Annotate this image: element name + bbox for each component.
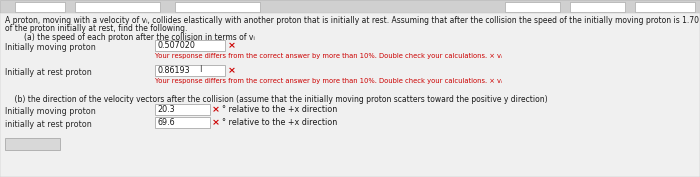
FancyBboxPatch shape <box>15 2 65 12</box>
Text: Initially moving proton: Initially moving proton <box>5 107 96 116</box>
Text: 20.3: 20.3 <box>157 105 174 114</box>
Text: Your response differs from the correct answer by more than 10%. Double check you: Your response differs from the correct a… <box>155 53 503 59</box>
Text: 0.507020: 0.507020 <box>157 41 195 50</box>
FancyBboxPatch shape <box>155 104 210 115</box>
FancyBboxPatch shape <box>505 2 560 12</box>
FancyBboxPatch shape <box>155 40 225 51</box>
FancyBboxPatch shape <box>0 0 700 13</box>
FancyBboxPatch shape <box>155 117 210 128</box>
FancyBboxPatch shape <box>175 2 260 12</box>
Text: Initially at rest proton: Initially at rest proton <box>5 68 92 77</box>
Text: I: I <box>199 65 202 75</box>
Text: ×: × <box>228 41 236 50</box>
Text: ×: × <box>212 105 220 114</box>
Text: A proton, moving with a velocity of vᵢ, collides elastically with another proton: A proton, moving with a velocity of vᵢ, … <box>5 16 700 25</box>
Text: 69.6: 69.6 <box>157 118 174 127</box>
Text: (b) the direction of the velocity vectors after the collision (assume that the i: (b) the direction of the velocity vector… <box>5 95 547 104</box>
Text: ° relative to the +x direction: ° relative to the +x direction <box>222 118 337 127</box>
FancyBboxPatch shape <box>635 2 695 12</box>
Text: ×: × <box>228 66 236 75</box>
FancyBboxPatch shape <box>570 2 625 12</box>
Text: ×: × <box>212 118 220 127</box>
FancyBboxPatch shape <box>155 65 225 76</box>
Text: ° relative to the +x direction: ° relative to the +x direction <box>222 105 337 114</box>
Text: of the proton initially at rest, find the following.: of the proton initially at rest, find th… <box>5 24 188 33</box>
Text: 0.86193: 0.86193 <box>157 66 190 75</box>
Text: Initially moving proton: Initially moving proton <box>5 43 96 52</box>
FancyBboxPatch shape <box>75 2 160 12</box>
FancyBboxPatch shape <box>0 13 700 177</box>
Text: Your response differs from the correct answer by more than 10%. Double check you: Your response differs from the correct a… <box>155 78 503 84</box>
Text: (a) the speed of each proton after the collision in terms of vᵢ: (a) the speed of each proton after the c… <box>5 33 255 42</box>
Text: initially at rest proton: initially at rest proton <box>5 120 92 129</box>
FancyBboxPatch shape <box>5 138 60 150</box>
